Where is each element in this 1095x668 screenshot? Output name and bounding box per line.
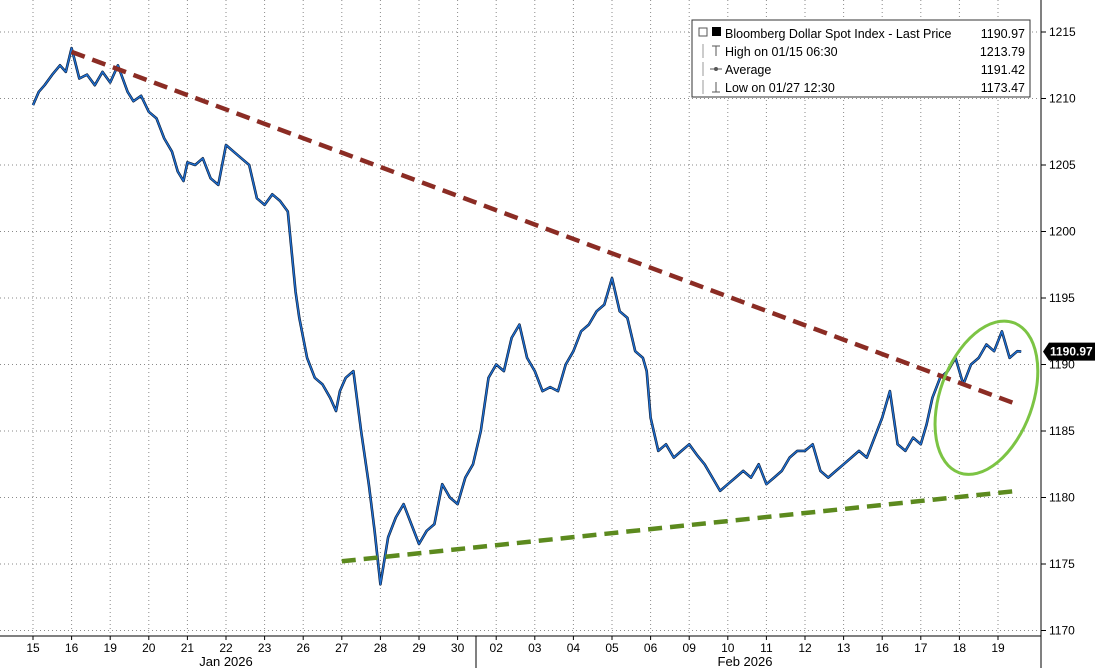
highlight-ellipse: [933, 319, 1040, 476]
x-tick-label: 11: [760, 641, 773, 655]
trendline-2: [341, 488, 1018, 564]
x-tick-label: 29: [412, 641, 426, 655]
month-label-feb: Feb 2026: [718, 654, 773, 668]
x-tick-label: 12: [798, 641, 812, 655]
legend-value: 1191.42: [981, 63, 1025, 77]
x-tick-label: 05: [605, 641, 619, 655]
y-tick-label: 1180: [1049, 491, 1075, 505]
x-tick-label: 30: [451, 641, 465, 655]
x-tick-label: 23: [258, 641, 272, 655]
series-line: [32, 47, 1022, 585]
legend-symbol-box: [698, 27, 708, 37]
x-tick-label: 27: [335, 641, 349, 655]
y-tick-label: 1210: [1049, 92, 1076, 106]
x-tick-label: 16: [876, 641, 890, 655]
legend-label: Bloomberg Dollar Spot Index - Last Price: [725, 27, 952, 41]
x-tick-label: 26: [297, 641, 311, 655]
x-tick-label: 06: [644, 641, 658, 655]
x-tick-label: 02: [490, 641, 504, 655]
x-tick-label: 22: [219, 641, 233, 655]
x-tick-label: 28: [374, 641, 388, 655]
legend-value: 1173.47: [981, 81, 1025, 95]
y-tick-label: 1190: [1049, 358, 1075, 372]
legend-label: Low on 01/27 12:30: [725, 81, 835, 95]
x-tick-label: 20: [142, 641, 156, 655]
x-tick-label: 15: [26, 641, 40, 655]
month-label-jan: Jan 2026: [199, 654, 253, 668]
x-tick-label: 21: [181, 641, 195, 655]
x-tick-label: 10: [721, 641, 735, 655]
x-tick-label: 17: [914, 641, 928, 655]
last-price-value: 1190.97: [1050, 345, 1093, 359]
legend-box: [691, 19, 1031, 98]
y-tick-label: 1195: [1049, 291, 1075, 305]
y-tick-label: 1170: [1049, 624, 1075, 638]
x-tick-label: 16: [65, 641, 79, 655]
y-tick-label: 1185: [1049, 424, 1075, 438]
legend-value: 1190.97: [981, 27, 1025, 41]
x-tick-label: 19: [991, 641, 1005, 655]
x-tick-label: 19: [104, 641, 118, 655]
y-tick-label: 1215: [1049, 25, 1076, 39]
last-price-badge: [1043, 342, 1095, 361]
legend-symbol-average-dot: [714, 67, 718, 71]
x-tick-label: 13: [837, 641, 851, 655]
x-tick-label: 03: [528, 641, 542, 655]
y-tick-label: 1205: [1049, 158, 1076, 172]
y-tick-label: 1200: [1049, 225, 1076, 239]
x-tick-label: 09: [683, 641, 697, 655]
legend-value: 1213.79: [980, 45, 1025, 59]
trendline-1: [70, 49, 1019, 407]
x-tick-label: 04: [567, 641, 581, 655]
legend-label: High on 01/15 06:30: [725, 45, 838, 59]
x-tick-label: 18: [953, 641, 967, 655]
legend-series-swatch: [712, 27, 721, 36]
legend-label: Average: [725, 63, 771, 77]
y-tick-label: 1175: [1049, 557, 1075, 571]
